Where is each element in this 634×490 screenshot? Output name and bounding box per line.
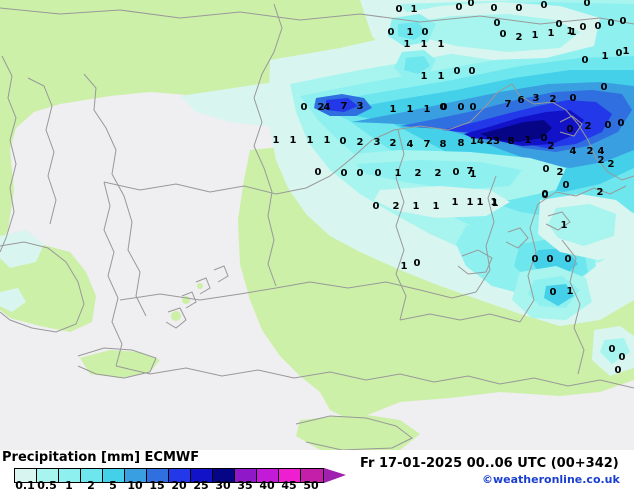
legend-title: Precipitation [mm] ECMWF bbox=[2, 450, 200, 465]
colorbar-swatch bbox=[37, 469, 59, 482]
colorbar-tick-label: 25 bbox=[193, 479, 209, 490]
copyright-label: ©weatheronline.co.uk bbox=[482, 473, 620, 486]
colorbar-swatch bbox=[147, 469, 169, 482]
colorbar-overflow-arrow-icon bbox=[324, 468, 346, 483]
model-run-info: Fr 17-01-2025 00..06 UTC (00+342) bbox=[360, 456, 619, 471]
colorbar-tick-label: 0.1 bbox=[15, 479, 35, 490]
colorbar-tick-label: 5 bbox=[109, 479, 117, 490]
colorbar-swatch bbox=[81, 469, 103, 482]
colorbar-tick-label: 15 bbox=[149, 479, 165, 490]
colorbar-swatch bbox=[257, 469, 279, 482]
colorbar-swatch bbox=[301, 469, 323, 482]
colorbar-tick-label: 40 bbox=[259, 479, 275, 490]
colorbar-tick-label: 30 bbox=[215, 479, 231, 490]
colorbar-tick-label: 20 bbox=[171, 479, 187, 490]
colorbar-tick-label: 50 bbox=[303, 479, 319, 490]
colorbar-tick-label: 10 bbox=[127, 479, 143, 490]
colorbar-swatch bbox=[279, 469, 301, 482]
coastline-and-border-group bbox=[0, 3, 634, 450]
colorbar-tick-label: 0.5 bbox=[37, 479, 57, 490]
colorbar-tick-label: 45 bbox=[281, 479, 297, 490]
colorbar-swatch bbox=[125, 469, 147, 482]
colorbar-swatch bbox=[235, 469, 257, 482]
colorbar-swatch bbox=[15, 469, 37, 482]
colorbar-swatch bbox=[213, 469, 235, 482]
precip-field bbox=[0, 0, 634, 376]
colorbar-tick-label: 1 bbox=[65, 479, 73, 490]
precipitation-colorbar[interactable] bbox=[14, 468, 324, 483]
map-svg bbox=[0, 0, 634, 450]
colorbar-swatch bbox=[59, 469, 81, 482]
colorbar-swatch bbox=[191, 469, 213, 482]
colorbar-swatch bbox=[103, 469, 125, 482]
colorbar-swatch bbox=[169, 469, 191, 482]
colorbar-tick-label: 35 bbox=[237, 479, 253, 490]
colorbar-tick-label: 2 bbox=[87, 479, 95, 490]
